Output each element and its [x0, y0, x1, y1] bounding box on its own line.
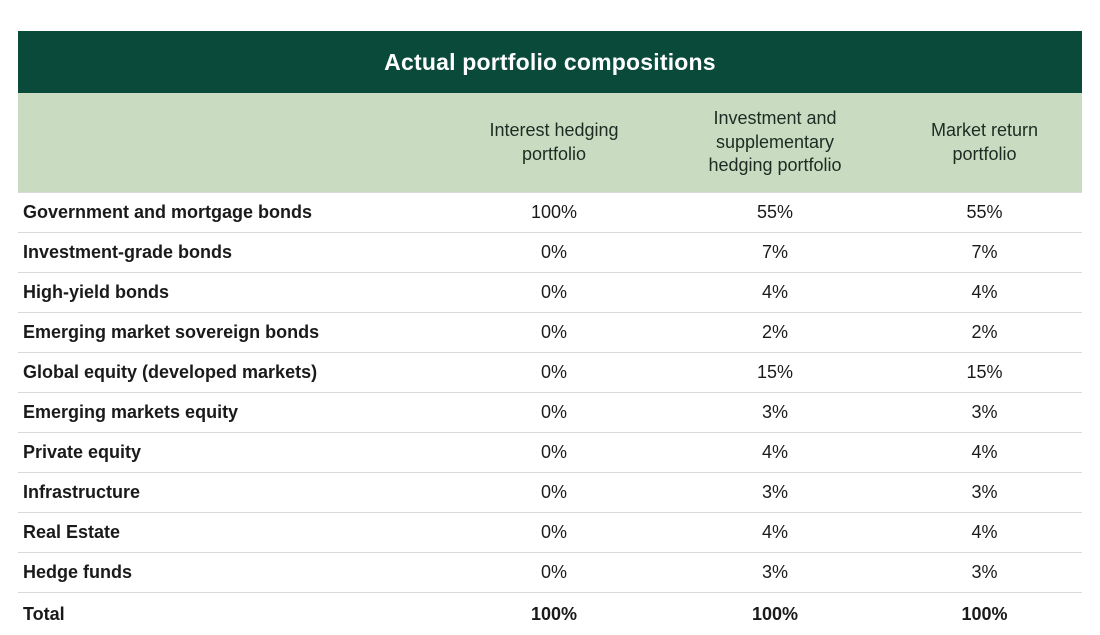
cell-value: 4%	[663, 273, 887, 313]
row-label: Emerging market sovereign bonds	[18, 313, 445, 353]
cell-value: 100%	[445, 193, 663, 233]
table-row: Private equity 0% 4% 4%	[18, 433, 1082, 473]
table-title-bar: Actual portfolio compositions	[18, 31, 1082, 93]
row-label: High-yield bonds	[18, 273, 445, 313]
cell-value: 3%	[887, 473, 1082, 513]
cell-value: 15%	[887, 353, 1082, 393]
cell-value: 4%	[663, 433, 887, 473]
cell-value: 4%	[887, 513, 1082, 553]
table-row: Government and mortgage bonds 100% 55% 5…	[18, 193, 1082, 233]
cell-value: 7%	[663, 233, 887, 273]
cell-value: 3%	[663, 473, 887, 513]
row-label: Emerging markets equity	[18, 393, 445, 433]
table-row: Emerging markets equity 0% 3% 3%	[18, 393, 1082, 433]
cell-value: 3%	[887, 393, 1082, 433]
column-header-market-return: Market return portfolio	[887, 93, 1082, 193]
cell-value: 7%	[887, 233, 1082, 273]
total-label: Total	[18, 593, 445, 635]
cell-value: 0%	[445, 353, 663, 393]
cell-value: 0%	[445, 273, 663, 313]
column-header-supplementary-hedging-label: Investment and supplementary hedging por…	[685, 107, 865, 178]
table-row: Emerging market sovereign bonds 0% 2% 2%	[18, 313, 1082, 353]
total-value: 100%	[663, 593, 887, 635]
table-body: Government and mortgage bonds 100% 55% 5…	[18, 193, 1082, 635]
row-label: Investment-grade bonds	[18, 233, 445, 273]
cell-value: 0%	[445, 233, 663, 273]
table-row: Infrastructure 0% 3% 3%	[18, 473, 1082, 513]
cell-value: 0%	[445, 473, 663, 513]
cell-value: 3%	[663, 393, 887, 433]
total-value: 100%	[445, 593, 663, 635]
table-row: Global equity (developed markets) 0% 15%…	[18, 353, 1082, 393]
table-total-row: Total 100% 100% 100%	[18, 593, 1082, 635]
row-label: Infrastructure	[18, 473, 445, 513]
cell-value: 3%	[663, 553, 887, 593]
column-header-interest-hedging: Interest hedging portfolio	[445, 93, 663, 193]
column-header-market-return-label: Market return portfolio	[917, 119, 1052, 167]
row-label: Private equity	[18, 433, 445, 473]
column-header-supplementary-hedging: Investment and supplementary hedging por…	[663, 93, 887, 193]
cell-value: 0%	[445, 513, 663, 553]
cell-value: 15%	[663, 353, 887, 393]
column-header-empty	[18, 93, 445, 193]
table-header-band: Interest hedging portfolio Investment an…	[18, 93, 1082, 193]
cell-value: 3%	[887, 553, 1082, 593]
cell-value: 4%	[663, 513, 887, 553]
portfolio-compositions-table: Actual portfolio compositions Interest h…	[18, 31, 1082, 635]
table-row: Real Estate 0% 4% 4%	[18, 513, 1082, 553]
table-row: Hedge funds 0% 3% 3%	[18, 553, 1082, 593]
table-row: Investment-grade bonds 0% 7% 7%	[18, 233, 1082, 273]
table-title: Actual portfolio compositions	[384, 49, 716, 76]
cell-value: 0%	[445, 313, 663, 353]
row-label: Hedge funds	[18, 553, 445, 593]
column-header-interest-hedging-label: Interest hedging portfolio	[474, 119, 634, 167]
cell-value: 55%	[887, 193, 1082, 233]
cell-value: 0%	[445, 553, 663, 593]
row-label: Government and mortgage bonds	[18, 193, 445, 233]
cell-value: 4%	[887, 433, 1082, 473]
total-value: 100%	[887, 593, 1082, 635]
cell-value: 2%	[663, 313, 887, 353]
cell-value: 0%	[445, 393, 663, 433]
cell-value: 55%	[663, 193, 887, 233]
header-row: Interest hedging portfolio Investment an…	[18, 93, 1082, 193]
portfolio-table: Interest hedging portfolio Investment an…	[18, 93, 1082, 635]
cell-value: 2%	[887, 313, 1082, 353]
row-label: Global equity (developed markets)	[18, 353, 445, 393]
cell-value: 0%	[445, 433, 663, 473]
cell-value: 4%	[887, 273, 1082, 313]
row-label: Real Estate	[18, 513, 445, 553]
table-row: High-yield bonds 0% 4% 4%	[18, 273, 1082, 313]
